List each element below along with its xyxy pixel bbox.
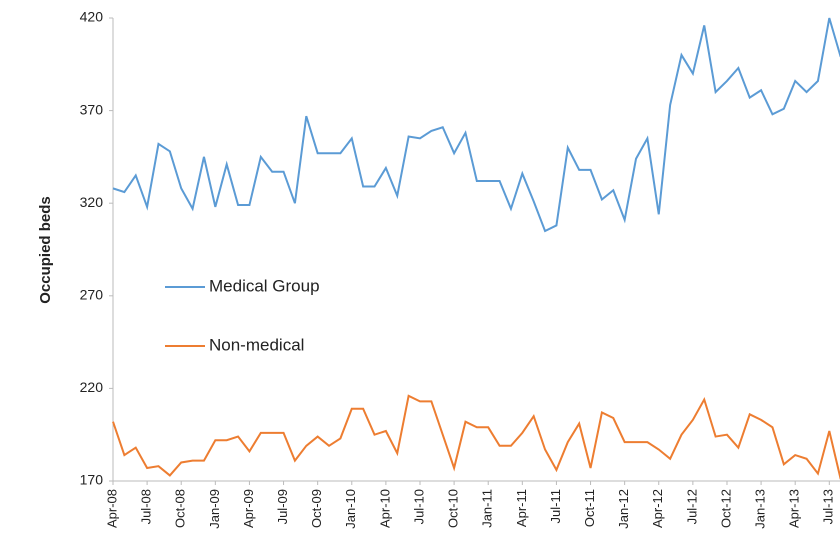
y-tick-label: 420 — [80, 9, 104, 25]
x-tick-label: Apr-10 — [377, 489, 392, 528]
x-tick-label: Jul-09 — [275, 489, 290, 524]
x-tick-label: Oct-09 — [309, 489, 324, 528]
x-tick-label: Jan-10 — [343, 489, 358, 529]
y-tick-label: 220 — [80, 379, 104, 395]
x-tick-label: Jan-12 — [616, 489, 631, 529]
x-tick-label: Jan-11 — [480, 489, 495, 528]
x-tick-label: Apr-11 — [514, 489, 529, 527]
x-tick-label: Apr-08 — [104, 489, 119, 528]
y-tick-label: 270 — [80, 287, 104, 303]
x-tick-label: Oct-08 — [173, 489, 188, 528]
legend-label: Medical Group — [209, 276, 320, 295]
data-line — [112, 17, 840, 233]
x-tick-label: Apr-13 — [787, 489, 802, 528]
x-tick-label: Jul-11 — [548, 489, 563, 523]
y-tick-label: 170 — [80, 472, 104, 488]
x-tick-label: Jul-08 — [139, 489, 154, 524]
y-axis-label: Occupied beds — [37, 196, 54, 304]
x-tick-label: Apr-12 — [650, 489, 665, 528]
data-line — [112, 394, 840, 480]
x-tick-label: Jan-13 — [753, 489, 768, 529]
y-tick-label: 370 — [80, 101, 104, 117]
x-tick-label: Oct-10 — [446, 489, 461, 528]
x-tick-label: Jan-09 — [207, 489, 222, 529]
y-tick-label: 320 — [80, 194, 104, 210]
x-tick-label: Apr-09 — [241, 489, 256, 528]
x-tick-label: Oct-11 — [582, 489, 597, 527]
x-tick-label: Jul-10 — [411, 489, 426, 524]
x-tick-label: Oct-12 — [718, 489, 733, 528]
legend-label: Non-medical — [209, 335, 304, 354]
x-tick-label: Jul-12 — [684, 489, 699, 524]
x-tick-label: Jul-13 — [821, 489, 836, 524]
